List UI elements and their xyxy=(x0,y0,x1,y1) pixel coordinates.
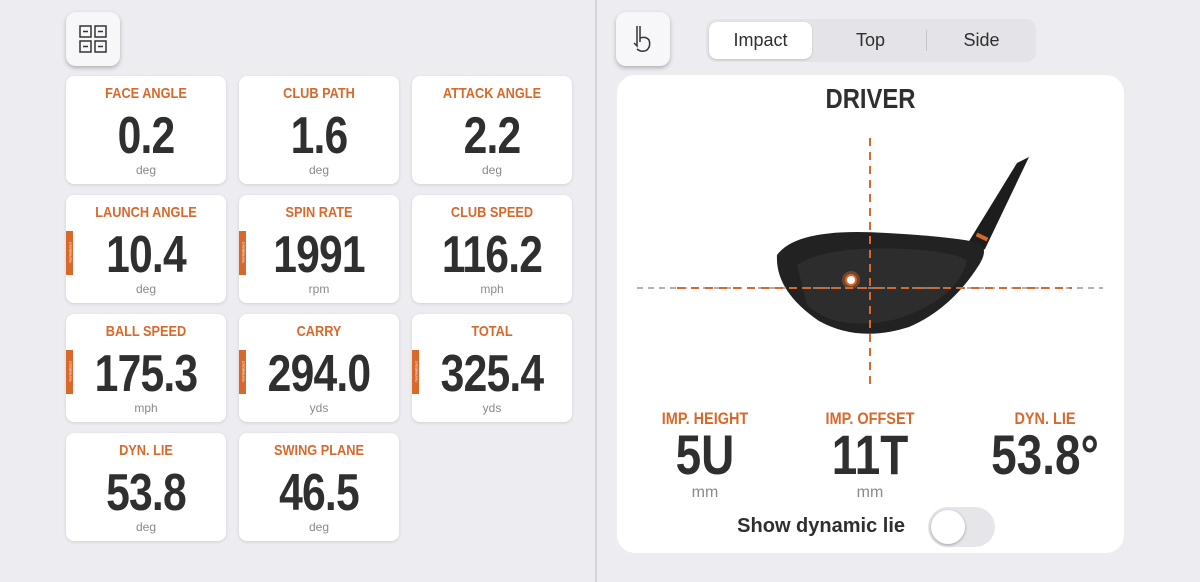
toggle-switch[interactable] xyxy=(928,507,995,547)
view-tabs: Impact Top Side xyxy=(706,19,1036,62)
layout-button[interactable] xyxy=(66,12,120,66)
metric-label: CLUB PATH xyxy=(283,85,355,102)
metric-tile[interactable]: CLUB PATH 1.6 deg xyxy=(239,76,399,184)
metric-tile[interactable]: ATTACK ANGLE 2.2 deg xyxy=(412,76,572,184)
tag-text: Normalized xyxy=(240,361,246,382)
toggle-label: Show dynamic lie xyxy=(737,515,905,537)
metric-label: SPIN RATE xyxy=(285,204,353,221)
metric-unit: deg xyxy=(308,520,330,534)
metric-label: CLUB SPEED xyxy=(450,204,534,221)
stat-value: 53.8° xyxy=(991,423,1099,486)
metric-label: ATTACK ANGLE xyxy=(442,85,542,102)
metric-value: 116.2 xyxy=(441,226,543,284)
tab-separator xyxy=(926,30,927,51)
stat-value: 11T xyxy=(831,423,909,486)
metric-tile[interactable]: CARRY 294.0 yds Normalized xyxy=(239,314,399,422)
stat-label: DYN. LIE xyxy=(1014,409,1076,428)
metric-unit: rpm xyxy=(308,282,330,296)
metric-value: 294.0 xyxy=(267,345,371,403)
metric-value: 0.2 xyxy=(117,107,176,165)
metric-label: LAUNCH ANGLE xyxy=(95,204,197,221)
metric-tile[interactable]: FACE ANGLE 0.2 deg xyxy=(66,76,226,184)
metric-tile[interactable]: BALL SPEED 175.3 mph Normalized xyxy=(66,314,226,422)
metric-unit: deg xyxy=(135,163,157,177)
grid-icon xyxy=(79,25,107,53)
metric-unit: deg xyxy=(135,520,157,534)
tag-text: Normalized xyxy=(67,361,73,382)
tag-text: Normalized xyxy=(67,242,73,263)
metric-value: 325.4 xyxy=(440,345,544,403)
metric-value: 10.4 xyxy=(106,226,187,284)
metric-value: 53.8 xyxy=(106,464,187,522)
metric-label: CARRY xyxy=(296,323,342,340)
metric-unit: deg xyxy=(308,163,330,177)
metric-label: BALL SPEED xyxy=(105,323,187,340)
metric-tile[interactable]: SPIN RATE 1991 rpm Normalized xyxy=(239,195,399,303)
metric-unit: mph xyxy=(134,401,158,415)
stat-label: IMP. OFFSET xyxy=(825,409,915,428)
normalized-tag: Normalized xyxy=(66,350,73,394)
club-title: DRIVER xyxy=(825,83,916,114)
tab[interactable]: Impact xyxy=(709,22,812,59)
metric-label: TOTAL xyxy=(471,323,513,340)
metric-value: 1.6 xyxy=(290,107,349,165)
divider xyxy=(595,0,597,582)
metric-label: SWING PLANE xyxy=(274,442,364,459)
normalized-tag: Normalized xyxy=(412,350,419,394)
metric-value: 175.3 xyxy=(94,345,198,403)
metric-unit: yds xyxy=(309,401,329,415)
metric-unit: deg xyxy=(481,163,503,177)
stat-unit: mm xyxy=(856,484,884,501)
toggle-knob xyxy=(931,510,965,544)
normalized-tag: Normalized xyxy=(239,350,246,394)
tag-text: Normalized xyxy=(413,361,419,382)
metric-tile[interactable]: SWING PLANE 46.5 deg xyxy=(239,433,399,541)
metric-tile[interactable]: CLUB SPEED 116.2 mph xyxy=(412,195,572,303)
metric-value: 2.2 xyxy=(463,107,522,165)
tab[interactable]: Top xyxy=(855,30,886,50)
metric-tile[interactable]: DYN. LIE 53.8 deg xyxy=(66,433,226,541)
impact-card: DRIVER IMP. HEIGHT 5U mm IMP. OFFSET 11T mm DY… xyxy=(617,75,1124,553)
metric-unit: yds xyxy=(482,401,502,415)
normalized-tag: Normalized xyxy=(66,231,73,275)
normalized-tag: Normalized xyxy=(239,231,246,275)
club-graphic xyxy=(637,138,1103,390)
metric-value: 46.5 xyxy=(279,464,360,522)
metric-tile[interactable]: TOTAL 325.4 yds Normalized xyxy=(412,314,572,422)
metric-tile[interactable]: LAUNCH ANGLE 10.4 deg Normalized xyxy=(66,195,226,303)
gesture-button[interactable] xyxy=(616,12,670,66)
stat-label: IMP. HEIGHT xyxy=(661,409,749,428)
metric-value: 1991 xyxy=(273,226,365,284)
metric-unit: deg xyxy=(135,282,157,296)
hand-icon xyxy=(633,26,651,53)
metric-label: FACE ANGLE xyxy=(105,85,187,102)
stat-unit: mm xyxy=(691,484,719,501)
tab[interactable]: Side xyxy=(963,30,1000,50)
metric-label: DYN. LIE xyxy=(119,442,173,459)
metric-unit: mph xyxy=(480,282,504,296)
tag-text: Normalized xyxy=(240,242,246,263)
stat-value: 5U xyxy=(675,423,735,486)
